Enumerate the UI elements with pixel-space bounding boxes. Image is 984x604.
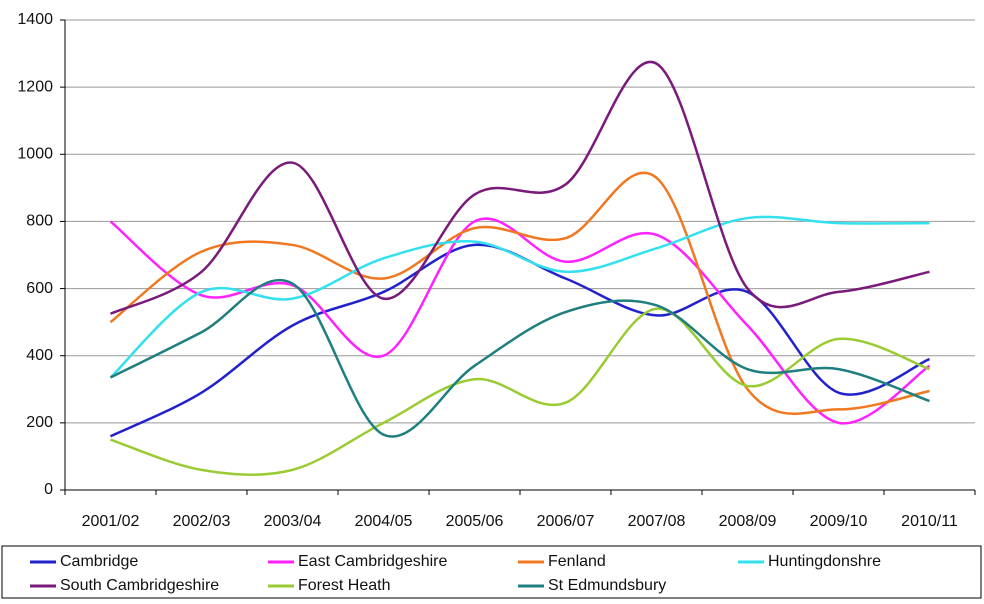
legend-label: Huntingdonshre [768, 553, 881, 570]
y-tick-label: 800 [26, 213, 53, 230]
series-line [109, 60, 930, 315]
x-tick-label: 2006/07 [537, 513, 595, 530]
y-tick-label: 600 [26, 280, 53, 297]
x-tick-label: 2007/08 [628, 513, 686, 530]
series-line [109, 243, 930, 438]
series-line [109, 278, 930, 438]
x-tick-label: 2008/09 [719, 513, 777, 530]
x-tick-label: 2010/11 [901, 513, 958, 530]
y-tick-label: 400 [26, 347, 53, 364]
legend-label: Fenland [548, 553, 606, 570]
y-tick-label: 1200 [17, 78, 53, 95]
y-tick-label: 1400 [17, 11, 53, 28]
x-tick-label: 2002/03 [173, 513, 231, 530]
y-tick-label: 200 [26, 414, 53, 431]
legend-box [1, 545, 982, 599]
legend-label: Cambridge [60, 553, 138, 570]
y-tick-label: 0 [44, 481, 53, 498]
x-tick-label: 2009/10 [810, 513, 868, 530]
series-line [109, 171, 930, 415]
y-tick-label: 1000 [17, 146, 53, 163]
series-line [110, 307, 930, 476]
series-line [109, 215, 930, 379]
legend-label: Forest Heath [298, 577, 390, 594]
x-tick-label: 2005/06 [446, 513, 504, 530]
legend-label: St Edmundsbury [548, 577, 666, 594]
x-tick-label: 2003/04 [264, 513, 322, 530]
legend-label: South Cambridgeshire [60, 577, 219, 594]
x-tick-label: 2001/02 [82, 513, 140, 530]
legend-label: East Cambridgeshire [298, 553, 448, 570]
x-tick-label: 2004/05 [355, 513, 413, 530]
